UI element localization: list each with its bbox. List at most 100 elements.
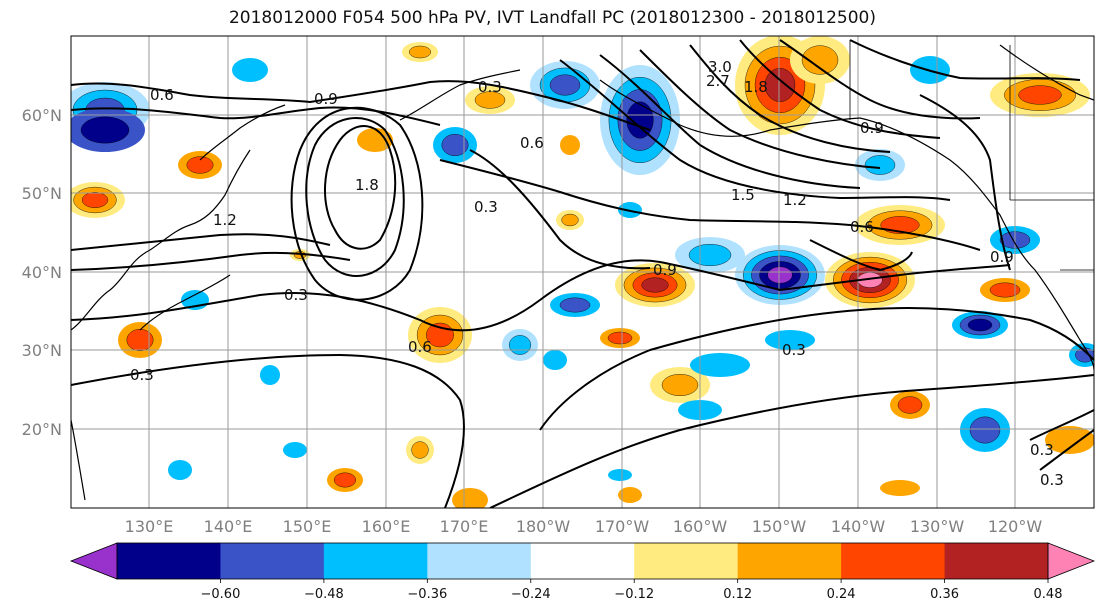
contour-label: 2.7	[706, 72, 730, 90]
pv-anomaly-blob	[607, 331, 633, 345]
pv-anomaly-blob	[765, 330, 815, 350]
lon-label: 160°E	[362, 517, 411, 536]
colorbar	[69, 542, 1096, 580]
pv-anomaly-blob	[801, 45, 839, 75]
colorbar-extend-max	[1047, 542, 1096, 580]
pv-anomaly-blob	[232, 58, 268, 82]
lat-label: 20°N	[22, 420, 62, 439]
pv-anomaly-blob	[864, 155, 896, 175]
pv-anomaly-blob	[409, 45, 432, 59]
colorbar-extend-min	[69, 542, 118, 580]
pv-anomaly-blob	[967, 318, 993, 332]
lon-label: 170°W	[595, 517, 650, 536]
pv-anomaly-blob	[688, 243, 732, 266]
pv-anomaly-blob	[549, 74, 581, 96]
colorbar-tick-label: −0.24	[511, 587, 551, 601]
pv-anomaly-blob	[543, 350, 567, 370]
pv-anomaly-blob	[989, 282, 1021, 298]
colorbar-segment	[944, 543, 1049, 579]
colorbar-tick-labels: −0.60 −0.48 −0.36 −0.24 −0.12 0.12 0.24 0.36 0.4…	[201, 579, 1063, 601]
pv-anomaly-blob	[661, 374, 699, 397]
pv-anomaly-blob	[764, 68, 796, 102]
lon-label: 150°W	[752, 517, 807, 536]
contour-label: 0.9	[990, 248, 1014, 266]
lon-label: 130°E	[125, 517, 174, 536]
contour-label: 1.2	[783, 191, 807, 209]
contour-label: 0.3	[284, 286, 308, 304]
lon-label: 170°E	[440, 517, 489, 536]
contour-label: 0.9	[653, 261, 677, 279]
contour-label: 0.9	[314, 90, 338, 108]
longitude-labels: 130°E 140°E 150°E 160°E 170°E 180°W 170°W 160°W…	[125, 517, 1043, 536]
pv-anomaly-blob	[260, 365, 280, 385]
pv-anomaly-blob	[560, 135, 580, 155]
contour-label: 1.5	[731, 186, 755, 204]
contour-label: 0.3	[474, 198, 498, 216]
contour-label: 0.3	[478, 78, 502, 96]
pv-anomaly-blob	[81, 192, 109, 208]
pv-anomaly-blob	[969, 416, 1001, 444]
lon-label: 140°E	[204, 517, 253, 536]
pv-anomaly-blob	[452, 488, 488, 508]
lat-label: 50°N	[22, 184, 62, 203]
colorbar-tick-label: 0.48	[1034, 587, 1063, 601]
lon-label: 140°W	[831, 517, 886, 536]
colorbar-segment	[634, 543, 739, 579]
coastlines	[71, 44, 1094, 501]
borders	[849, 40, 1094, 300]
pv-anomaly-blob	[608, 469, 632, 481]
lon-label: 150°E	[283, 517, 332, 536]
colorbar-segment	[427, 543, 532, 579]
pv-anomaly-blob	[1045, 426, 1094, 454]
pv-anomaly-blob	[474, 91, 506, 109]
lon-label: 180°W	[516, 517, 571, 536]
colorbar-segment	[530, 543, 635, 579]
contour-label: 0.3	[1040, 471, 1064, 489]
colorbar-segment	[117, 543, 221, 579]
colorbar-tick-label: −0.36	[407, 587, 447, 601]
colorbar-tick-label: −0.60	[201, 587, 241, 601]
pv-anomaly-blob	[80, 116, 130, 144]
map-border	[70, 35, 1095, 509]
colorbar-tick-label: 0.24	[827, 587, 856, 601]
contour-label: 0.3	[1030, 441, 1054, 459]
colorbar-tick-label: −0.12	[614, 587, 654, 601]
latitude-labels: 60°N 50°N 40°N 30°N 20°N	[22, 106, 62, 439]
colorbar-segment	[841, 543, 946, 579]
contour-label: 0.3	[782, 341, 806, 359]
contour-label: 0.6	[850, 218, 874, 236]
pv-anomaly-blob	[168, 460, 192, 480]
contour-labels: 0.6 0.9 0.3 0.6 3.02.7 1.8 0.9 1.5 1.2 0.6 0.9 0.3 0…	[130, 58, 1064, 489]
colorbar-frame	[116, 542, 1049, 580]
pv-anomaly-blob	[411, 441, 429, 459]
contour-label: 1.2	[213, 211, 237, 229]
lat-label: 60°N	[22, 106, 62, 125]
pv-anomaly-blob	[618, 487, 642, 503]
contour-label: 0.9	[860, 119, 884, 137]
pv-anomaly-blob	[1018, 85, 1062, 105]
pv-anomaly-blob	[509, 335, 532, 355]
contour-label: 0.6	[408, 338, 432, 356]
pv-anomaly-blob	[186, 156, 214, 174]
colorbar-segment	[737, 543, 842, 579]
lat-label: 30°N	[22, 341, 62, 360]
lon-label: 130°W	[910, 517, 965, 536]
contour-label: 1.8	[355, 176, 379, 194]
pv-anomaly-blob	[897, 396, 923, 414]
pv-anomaly-blob	[690, 353, 750, 377]
contour-label: 0.6	[520, 134, 544, 152]
map-title: 2018012000 F054 500 hPa PV, IVT Landfall…	[228, 8, 876, 28]
colorbar-tick-label: 0.12	[723, 587, 752, 601]
pv-anomaly-blob	[561, 213, 579, 227]
pv-anomaly-blob	[357, 128, 393, 152]
contour-label: 3.0	[708, 58, 732, 76]
colorbar-tick-label: −0.48	[304, 587, 344, 601]
pv-anomaly-blob	[880, 480, 920, 496]
pv-shading	[71, 36, 1094, 508]
pv-anomaly-blob	[283, 442, 307, 458]
pv-contours	[71, 39, 1094, 508]
pv-anomaly-blob	[334, 472, 357, 488]
colorbar-tick-label: 0.36	[930, 587, 959, 601]
colorbar-segment	[323, 543, 428, 579]
